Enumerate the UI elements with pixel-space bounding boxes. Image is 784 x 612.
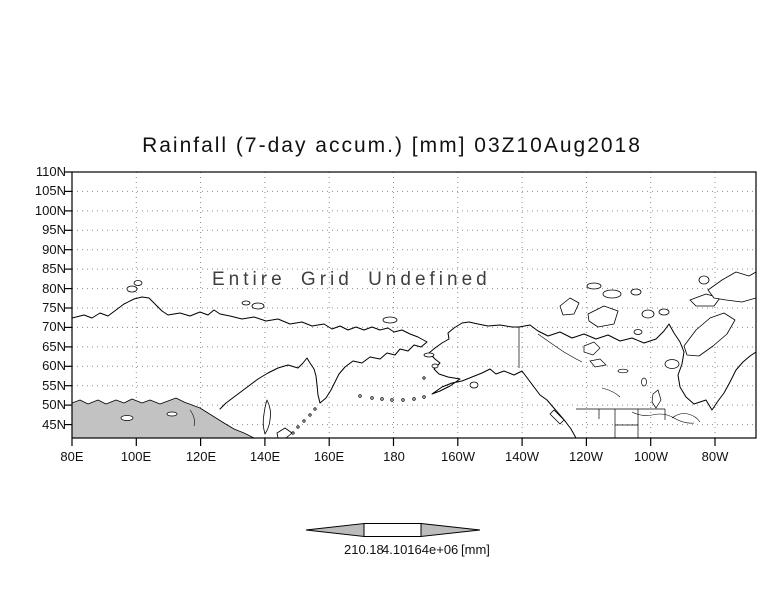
pribilof-island xyxy=(422,376,426,380)
colorbar-right-arrow xyxy=(420,522,481,538)
islands xyxy=(126,271,756,438)
lat-label-60n: 60N xyxy=(42,358,66,373)
lat-label-75n: 75N xyxy=(42,300,66,315)
lat-label-90n: 90N xyxy=(42,242,66,257)
axis-ticks xyxy=(64,171,716,446)
lon-label-80w: 80W xyxy=(701,449,729,464)
rivers xyxy=(537,333,701,424)
lat-label-80n: 80N xyxy=(42,281,66,296)
lat-label-45n: 45N xyxy=(42,417,66,432)
lat-label-65n: 65N xyxy=(42,339,66,354)
colorbar-unit-label: [mm] xyxy=(461,542,490,557)
new-siberian-islands xyxy=(251,302,265,310)
siberia-coastline xyxy=(72,296,428,410)
great-bear-lake xyxy=(583,341,601,356)
victoria-island xyxy=(587,305,619,328)
lon-label-160w: 160W xyxy=(441,449,475,464)
ellesmere-island xyxy=(707,271,756,303)
political-borders xyxy=(576,408,666,438)
st-lawrence-island xyxy=(423,352,435,358)
hokkaido xyxy=(276,427,293,438)
wrangel-island xyxy=(382,316,398,324)
lon-label-80e: 80E xyxy=(60,449,84,464)
lat-label-95n: 95N xyxy=(42,222,66,237)
colorbar-arrow xyxy=(305,522,481,538)
mackenzie-river xyxy=(537,333,583,363)
grid-undefined-message: Entire Grid Undefined xyxy=(212,269,491,290)
lake-in-gray-1 xyxy=(120,415,134,421)
lat-label-105n: 105N xyxy=(34,183,66,198)
plot-frame xyxy=(71,171,757,439)
alaska-canada-north-coastline xyxy=(434,321,756,411)
lake-winnipeg xyxy=(651,389,662,409)
lakes xyxy=(583,341,662,409)
prince-patrick-island xyxy=(586,282,602,290)
melville-island xyxy=(602,289,622,299)
lon-label-140e: 140E xyxy=(249,449,281,464)
amur-river xyxy=(189,409,195,427)
vancouver-island xyxy=(549,409,565,425)
lat-label-55n: 55N xyxy=(42,378,66,393)
lat-label-100n: 100N xyxy=(34,203,66,218)
lon-label-100e: 100E xyxy=(120,449,152,464)
lon-label-180: 180 xyxy=(383,449,405,464)
devon-island xyxy=(689,293,721,307)
lat-label-85n: 85N xyxy=(42,261,66,276)
lon-label-160e: 160E xyxy=(313,449,345,464)
colorbar-label-max: 4.10164e+06 xyxy=(382,542,459,557)
southampton-island xyxy=(664,359,680,369)
great-slave-lake xyxy=(589,358,607,368)
banks-island xyxy=(559,297,580,316)
severnaya-zemlya-icon xyxy=(126,285,138,293)
lake-in-gray-2 xyxy=(166,411,178,417)
lat-label-50n: 50N xyxy=(42,397,66,412)
baffin-island xyxy=(683,312,736,357)
kodiak-island xyxy=(469,381,479,389)
colorbar-label-min: 210.18 xyxy=(344,542,384,557)
sakhalin xyxy=(262,399,271,435)
lon-label-120w: 120W xyxy=(569,449,603,464)
plot-title: Rainfall (7-day accum.) [mm] 03Z10Aug201… xyxy=(142,134,642,157)
lat-label-70n: 70N xyxy=(42,319,66,334)
grid-lines xyxy=(71,171,756,438)
colorbar-left-arrow xyxy=(305,522,365,538)
basemap xyxy=(72,271,756,438)
alaska-south-coastline xyxy=(428,347,577,438)
lat-label-110n: 110N xyxy=(35,164,66,179)
nunivak-island xyxy=(431,363,439,369)
gray-landmass xyxy=(72,397,255,438)
lon-label-140w: 140W xyxy=(505,449,539,464)
colorbar-mid-segment xyxy=(363,523,422,537)
lon-label-100w: 100W xyxy=(634,449,668,464)
lon-label-120e: 120E xyxy=(185,449,217,464)
